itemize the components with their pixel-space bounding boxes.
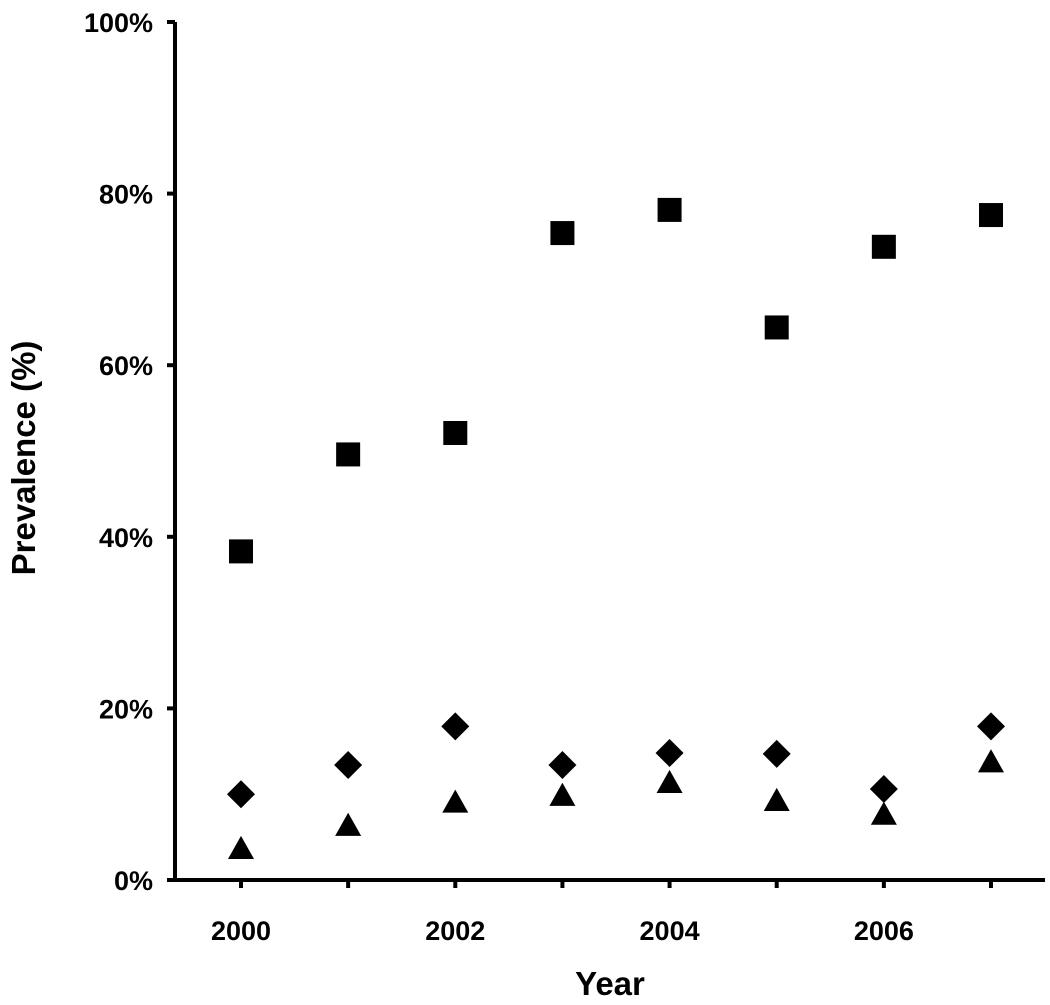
y-tick-label: 100% [84,8,153,38]
triangle-point [763,787,790,811]
diamond-point [977,712,1005,741]
diamond-point [548,751,577,780]
triangle-point [978,749,1004,773]
triangle-point [335,812,362,836]
triangle-point [442,789,469,813]
square-point [550,221,575,246]
y-axis: 0% 20% 40% 60% 80% 100% [84,8,177,896]
x-tick-label: 2000 [211,916,271,946]
y-tick-label: 0% [114,866,153,896]
triangle-point [656,769,683,793]
x-axis: 2000 2002 2004 2006 [173,878,1045,946]
square-point [443,420,468,445]
diamond-point [441,712,470,741]
triangle-point [549,782,576,806]
square-point [336,442,361,467]
y-tick-label: 80% [99,180,153,210]
diamond-point [869,775,898,804]
square-point [871,234,896,259]
triangle-point [870,801,897,825]
diamond-point [655,739,684,768]
x-tick-label: 2004 [640,916,700,946]
x-tick-label: 2002 [425,916,485,946]
x-axis-title: Year [575,965,645,1002]
x-tick-label: 2006 [854,916,914,946]
diamond-point [762,739,791,768]
square-point [657,197,682,222]
y-axis-title: Prevalence (%) [5,341,42,576]
diamond-point [227,780,255,809]
square-point [979,203,1003,228]
y-tick-label: 20% [99,694,153,724]
y-tick-label: 60% [99,351,153,381]
square-point [764,315,789,340]
diamond-point [334,751,363,780]
square-point [229,539,253,564]
triangle-point [228,835,254,860]
data-points [227,197,1005,860]
y-tick-label: 40% [99,523,153,553]
